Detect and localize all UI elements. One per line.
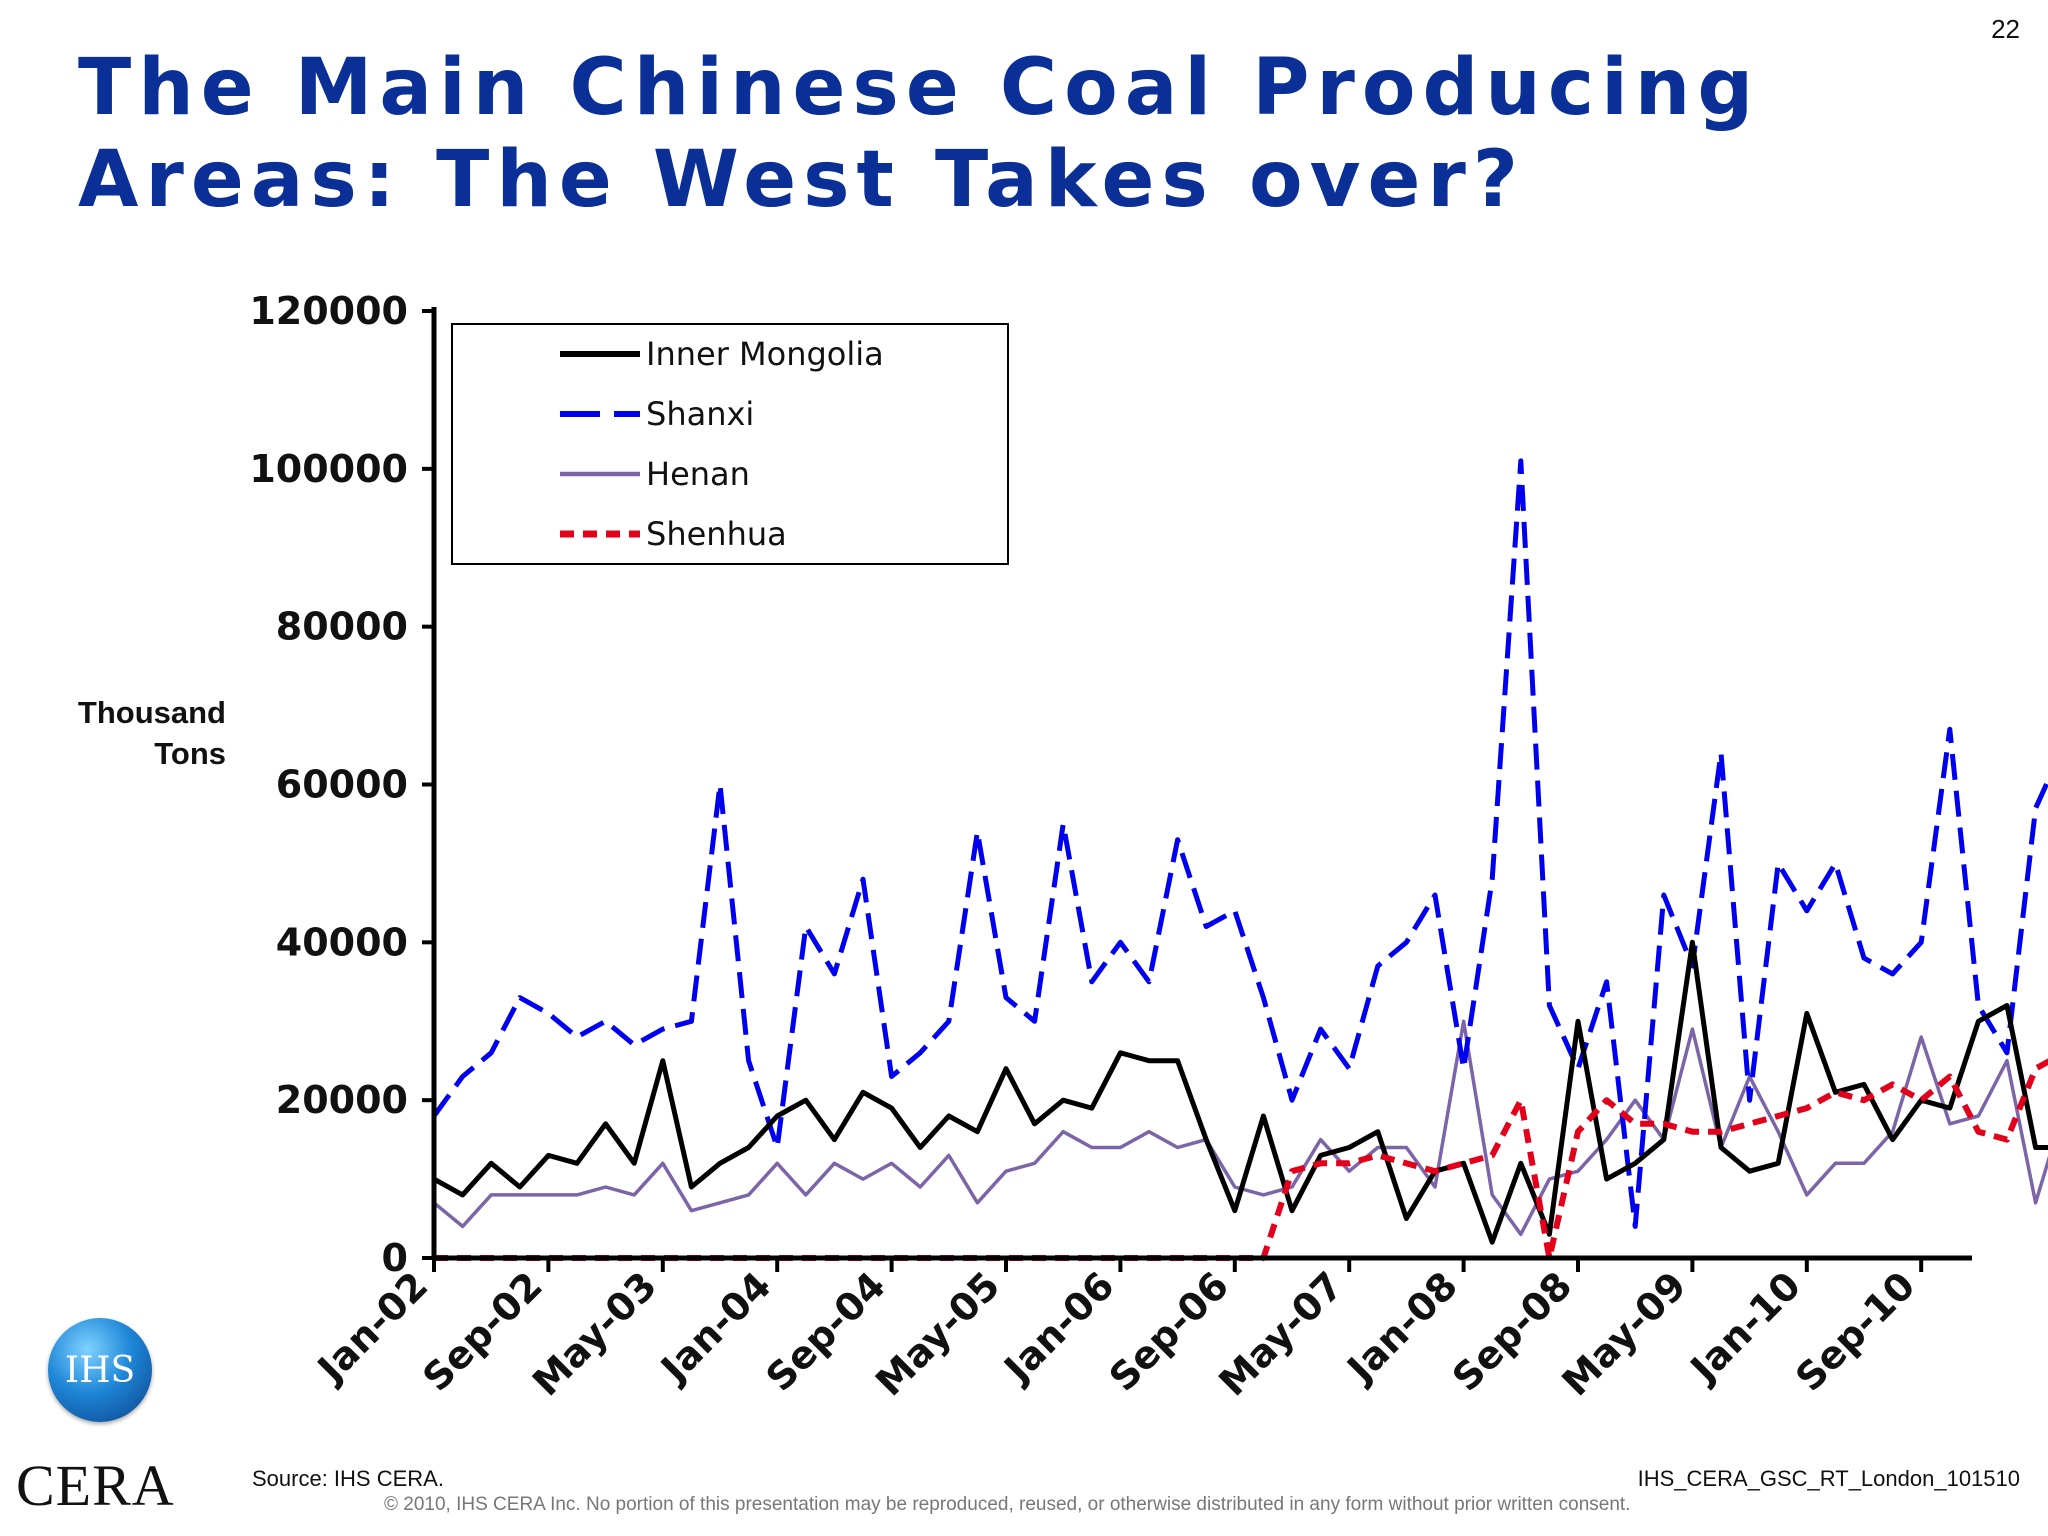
document-id: IHS_CERA_GSC_RT_London_101510 (1637, 1466, 2020, 1491)
series-line-henan (432, 1019, 2048, 1237)
x-tick-label: May-09 (1554, 1263, 1695, 1404)
y-tick-label: 100000 (249, 447, 408, 491)
y-tick-label: 120000 (249, 289, 408, 333)
plot-lines (431, 458, 2048, 1261)
cera-logo-text: CERA (16, 1453, 175, 1518)
x-tick-label: May-07 (1210, 1263, 1351, 1404)
x-tick-label: Jan-10 (1680, 1263, 1809, 1392)
copyright-notice: © 2010, IHS CERA Inc. No portion of this… (384, 1494, 1631, 1515)
ihs-logo-text: IHS (64, 1349, 136, 1391)
x-tick-label: Sep-10 (1787, 1263, 1923, 1399)
slide-title: The Main Chinese Coal Producing Areas: T… (78, 42, 1778, 226)
x-tick-label: May-05 (867, 1263, 1008, 1404)
slide-title-line-1: The Main Chinese Coal Producing (78, 43, 1761, 133)
legend-label-inner-mongolia: Inner Mongolia (646, 335, 884, 373)
ihs-logo-icon: IHS (48, 1318, 152, 1422)
series-line-inner-mongolia (432, 939, 2048, 1245)
chart-legend: Inner Mongolia Shanxi Henan Shenhua (451, 323, 1009, 565)
legend-label-henan: Henan (646, 455, 750, 493)
page-number: 22 (1991, 14, 2020, 44)
y-axis-label: Thousand Tons (77, 695, 226, 771)
y-tick-label: 80000 (276, 605, 408, 649)
x-tick-label: Jan-02 (307, 1263, 436, 1392)
x-tick-label: Jan-04 (651, 1263, 780, 1392)
slide-title-line-2: Areas: The West Takes over? (78, 135, 1526, 225)
series-line-shanxi (431, 458, 2048, 1229)
legend-label-shenhua: Shenhua (646, 515, 787, 553)
y-tick-label: 0 (382, 1236, 408, 1280)
legend-label-shanxi: Shanxi (646, 395, 754, 433)
y-tick-label: 60000 (276, 763, 408, 807)
x-tick-label: Jan-08 (1337, 1263, 1466, 1392)
y-tick-label: 40000 (276, 920, 408, 964)
series-line-shenhua (434, 1058, 2048, 1261)
x-tick-label: Jan-06 (994, 1263, 1123, 1392)
x-tick-label: May-03 (524, 1263, 665, 1404)
y-tick-label: 20000 (276, 1078, 408, 1122)
legend-box (451, 323, 1009, 565)
source-note: Source: IHS CERA. (252, 1466, 444, 1491)
